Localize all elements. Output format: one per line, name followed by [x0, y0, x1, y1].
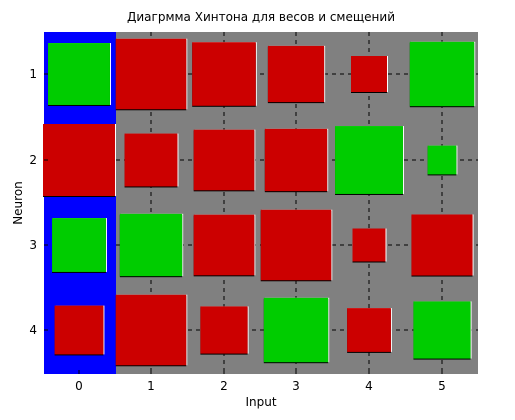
x-tick-label: 4 — [365, 379, 373, 393]
hinton-cell-r2-c5 — [427, 145, 458, 176]
hinton-cell-r2-c0 — [43, 124, 116, 197]
hinton-cell-r4-c1 — [115, 294, 188, 367]
weight-cells — [43, 38, 476, 367]
hinton-cell-r3-c3 — [260, 209, 333, 282]
hinton-cell-r1-c3 — [267, 45, 326, 104]
x-axis-label: Input — [245, 395, 276, 409]
chart-title: Диагрмма Хинтона для весов и смещений — [127, 10, 395, 24]
hinton-cell-r3-c4 — [352, 228, 387, 263]
hinton-cell-r3-c5 — [411, 214, 474, 277]
y-tick-label: 1 — [29, 67, 37, 81]
x-tick-label: 5 — [438, 379, 446, 393]
hinton-cell-r4-c4 — [347, 308, 392, 353]
x-tick-label: 2 — [220, 379, 228, 393]
hinton-cell-r2-c3 — [264, 128, 329, 193]
hinton-cell-r1-c4 — [351, 56, 388, 93]
hinton-cell-r4-c0 — [54, 305, 105, 356]
hinton-cell-r4-c3 — [263, 297, 330, 364]
hinton-cell-r3-c1 — [119, 213, 184, 278]
x-tick-label: 1 — [147, 379, 155, 393]
hinton-cell-r4-c2 — [200, 306, 249, 355]
hinton-cell-r2-c4 — [335, 126, 404, 195]
x-tick-label: 0 — [75, 379, 83, 393]
x-tick-label: 3 — [292, 379, 300, 393]
hinton-cell-r1-c5 — [409, 41, 476, 108]
axis-ticks: 0 1 2 3 4 5 1 2 3 4 — [29, 67, 445, 393]
y-axis-label: Neuron — [11, 181, 25, 225]
y-tick-label: 3 — [29, 238, 37, 252]
hinton-cell-r2-c2 — [193, 129, 256, 192]
y-tick-label: 4 — [29, 323, 37, 337]
hinton-cell-r2-c1 — [124, 133, 179, 188]
y-tick-label: 2 — [29, 153, 37, 167]
hinton-cell-r1-c2 — [192, 42, 257, 107]
hinton-cell-r3-c2 — [193, 214, 256, 277]
hinton-cell-r1-c0 — [48, 43, 111, 106]
hinton-cell-r1-c1 — [115, 38, 188, 111]
hinton-cell-r4-c5 — [413, 301, 472, 360]
hinton-cell-r3-c0 — [52, 218, 107, 273]
